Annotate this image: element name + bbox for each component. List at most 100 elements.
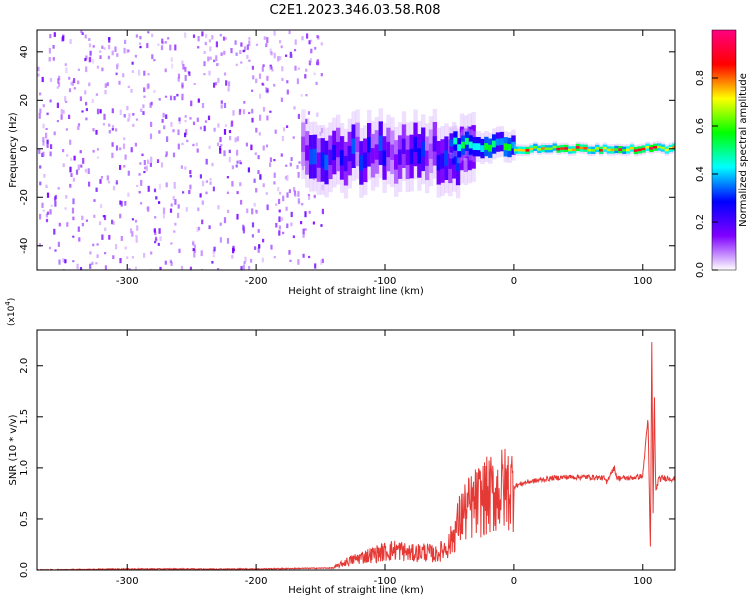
- spectrogram-cell: [116, 63, 119, 67]
- spectrogram-cell: [108, 129, 111, 134]
- spectrogram-cell: [170, 57, 173, 62]
- spectrogram-cell: [232, 245, 235, 252]
- spectrogram-cell: [259, 174, 262, 180]
- spectrogram-cell: [484, 143, 489, 150]
- spectrogram-cell: [48, 246, 52, 250]
- spectrogram-cell: [88, 43, 92, 48]
- spectrogram-cell: [564, 147, 569, 150]
- spectrogram-cell: [282, 195, 285, 202]
- spectrogram-cell: [649, 147, 654, 150]
- spectrogram-cell: [359, 155, 364, 171]
- spectrogram-cell: [142, 111, 145, 115]
- spectrogram-cell: [124, 154, 127, 160]
- spectrogram-cell: [56, 86, 59, 89]
- spectrogram-cell: [227, 87, 230, 92]
- snr-ylabel: SNR (10 * v/v): [8, 414, 19, 485]
- spectrogram-cell: [92, 45, 95, 48]
- spectrogram-cell: [511, 141, 516, 149]
- spectrogram-cell: [541, 147, 546, 150]
- spectrogram-cell: [269, 48, 272, 54]
- spectrogram-cell: [154, 236, 158, 241]
- spectrogram-cell: [298, 161, 301, 164]
- spectrogram-cell: [301, 203, 304, 206]
- spectrogram-cell: [38, 243, 42, 247]
- spectrogram-cell: [307, 193, 310, 197]
- spectrogram-cells: [37, 30, 675, 275]
- spectrogram-cell: [278, 216, 281, 222]
- spectrogram-cell: [76, 263, 79, 270]
- spectrogram-cell: [321, 127, 324, 133]
- spectrogram-cell: [146, 43, 149, 49]
- spectrogram-cell: [184, 132, 187, 138]
- spectrogram-cell: [54, 196, 57, 201]
- spectrogram-cell: [254, 152, 257, 156]
- spectrogram-cell: [88, 181, 91, 187]
- spectrogram-cell: [468, 141, 474, 149]
- spectrogram-cell: [292, 136, 295, 139]
- colorbar-tick-label: 0.6: [695, 118, 706, 134]
- spectrogram-cell: [88, 82, 91, 87]
- spectrogram-cell: [165, 182, 168, 188]
- spectrogram-cell: [305, 145, 310, 161]
- spectrogram-cell: [85, 117, 88, 121]
- spectrogram-cell: [84, 58, 87, 62]
- spectrogram-cell: [310, 48, 313, 54]
- spectrogram-cell: [240, 42, 243, 47]
- spectrogram-cell: [184, 115, 187, 118]
- spectrogram-cell: [154, 240, 157, 244]
- spectrogram-cell: [244, 256, 247, 262]
- spectrogram-cell: [131, 218, 134, 221]
- spectrogram-cell: [583, 147, 588, 150]
- spectrogram-cell: [104, 89, 107, 95]
- x-tick-label: -200: [245, 576, 268, 587]
- spectrogram-cell: [629, 146, 635, 150]
- spectrogram-cell: [290, 211, 293, 218]
- spectrogram-cell: [60, 114, 63, 120]
- spectrogram-cell: [386, 141, 391, 158]
- spectrogram-cell: [219, 222, 222, 226]
- spectrogram-cell: [129, 228, 133, 234]
- spectrogram-cell: [197, 270, 199, 275]
- spectrogram-cell: [211, 162, 214, 167]
- spectrogram-cell: [62, 35, 65, 41]
- spectrogram-cell: [378, 135, 383, 151]
- spectrogram-cell: [64, 207, 67, 210]
- spectrogram-cell: [120, 201, 123, 207]
- spectrogram-cell: [111, 219, 114, 225]
- x-tick-label: -300: [116, 576, 139, 587]
- spectrogram-cell: [138, 191, 141, 194]
- spectrogram-cell: [75, 169, 79, 175]
- spectrogram-cell: [251, 65, 254, 70]
- spectrogram-cell: [185, 129, 188, 135]
- spectrogram-cell: [153, 90, 156, 93]
- spectrogram-cell: [610, 148, 615, 152]
- spectrogram-cell: [119, 213, 122, 219]
- spectrogram-cell: [140, 108, 143, 112]
- spectrogram-cell: [193, 252, 196, 258]
- spectrogram-cell: [112, 255, 115, 260]
- spectrogram-cell: [161, 38, 164, 44]
- spectrogram-cell: [151, 54, 154, 60]
- spectrogram-cell: [248, 59, 251, 62]
- spectrogram-cell: [205, 180, 208, 183]
- spectrogram-cell: [328, 149, 333, 165]
- spectrogram-cell: [112, 221, 115, 225]
- spectrogram-cell: [49, 209, 52, 215]
- spectrogram-cell: [69, 139, 72, 145]
- spectrogram-cell: [257, 155, 260, 160]
- spectrogram-cell: [269, 65, 272, 70]
- spectrogram-cell: [143, 70, 146, 76]
- spectrogram-cell: [595, 147, 600, 150]
- spectrogram-cell: [188, 71, 191, 76]
- spectrogram-cell: [143, 87, 146, 93]
- spectrogram-cell: [242, 109, 246, 115]
- spectrogram-cell: [181, 97, 184, 101]
- spectrogram-cell: [188, 190, 191, 194]
- spectrogram-cell: [201, 180, 205, 187]
- spectrogram-cell: [271, 69, 274, 72]
- spectrogram-cell: [280, 153, 283, 157]
- spectrogram-cell: [70, 157, 73, 161]
- spectrogram-cell: [234, 137, 237, 143]
- spectrogram-cell: [177, 77, 180, 82]
- spectrogram-cell: [96, 65, 99, 69]
